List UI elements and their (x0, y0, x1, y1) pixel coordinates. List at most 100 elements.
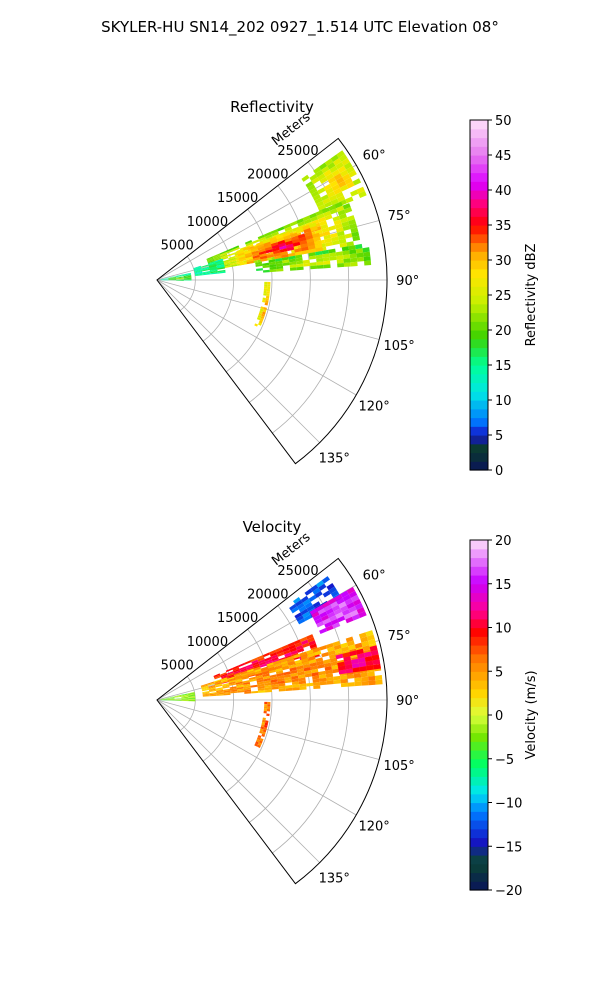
echo-gate (202, 271, 211, 274)
echo-gate (341, 158, 350, 166)
echo-gate (252, 252, 260, 257)
echo-gate (207, 682, 215, 686)
colorbar-band (470, 426, 488, 436)
echo-gate (228, 257, 236, 262)
echo-gate (223, 264, 231, 267)
colorbar-band (470, 557, 488, 567)
echo-gate (309, 262, 317, 267)
echo-gate (264, 302, 269, 306)
echo-gate (268, 666, 276, 672)
echo-gate (259, 253, 267, 258)
echo-gate (306, 649, 314, 655)
echo-gate (333, 644, 342, 651)
echo-gate (216, 691, 224, 694)
colorbar-band (470, 592, 488, 602)
echo-gate (295, 644, 304, 651)
echo-gate (229, 262, 237, 266)
echo-gate (249, 678, 257, 682)
echo-gate (365, 630, 374, 637)
echo-gate (326, 676, 334, 682)
echo-gate (290, 606, 299, 614)
echo-gate (222, 684, 230, 688)
echo-gate (176, 278, 184, 280)
echo-gate (220, 253, 228, 258)
echo-gate (168, 277, 177, 279)
echo-gate (255, 672, 263, 677)
echo-gate (222, 685, 230, 689)
echo-gate (308, 658, 317, 664)
colorbar-band (470, 417, 488, 427)
echo-gate (167, 699, 175, 700)
echo-gate (355, 248, 364, 254)
echo-gate (212, 253, 220, 258)
echo-gate (304, 670, 312, 675)
echo-gate (314, 229, 323, 235)
colorbar-band (470, 828, 488, 839)
echo-gate (297, 233, 306, 239)
colorbar-band (470, 155, 488, 165)
azimuth-tick-label: 105° (383, 759, 414, 774)
echo-gate (208, 262, 217, 266)
echo-gate (265, 300, 269, 304)
echo-gate (312, 678, 320, 683)
echo-gate (277, 680, 286, 685)
range-ring (249, 605, 311, 823)
echo-gate (231, 665, 239, 670)
echo-gate (346, 181, 355, 189)
echo-gate (290, 672, 298, 677)
echo-gate (236, 250, 245, 255)
colorbar-tick-label: −5 (495, 753, 514, 768)
echo-gate (333, 608, 342, 616)
echo-gate (303, 218, 312, 225)
echo-gate (275, 234, 284, 240)
echo-gate (362, 645, 371, 652)
echo-gate (289, 267, 297, 271)
echo-gate (319, 176, 328, 184)
echo-gate (305, 181, 314, 188)
echo-gate (253, 257, 261, 261)
echo-gate (363, 651, 372, 658)
echo-gate (183, 274, 192, 277)
echo-gate (285, 243, 294, 249)
echo-gate (329, 165, 338, 174)
echo-gate (348, 644, 356, 651)
echo-gate (347, 682, 355, 687)
echo-gate (340, 590, 349, 598)
radial-tick-label: 10000 (187, 215, 228, 230)
echo-gate (235, 678, 243, 682)
echo-gate (207, 259, 215, 264)
echo-gate (317, 173, 326, 181)
echo-region (236, 222, 324, 266)
echo-gate (356, 606, 365, 614)
echo-gate (343, 656, 352, 662)
colorbar-tick-label: 45 (495, 149, 512, 164)
echo-gate (273, 252, 282, 257)
echo-gate (258, 250, 267, 255)
echo-gate (264, 689, 273, 693)
echo-gate (317, 664, 325, 669)
echo-gate (176, 279, 184, 280)
echo-gate (318, 162, 328, 170)
echo-gate (176, 277, 184, 279)
echo-gate (167, 696, 175, 698)
echo-gate (276, 265, 284, 270)
echo-gate (181, 695, 189, 697)
echo-gate (181, 694, 189, 697)
echo-gate (296, 218, 304, 224)
echo-gate (294, 642, 303, 648)
echo-gate (208, 685, 216, 688)
echo-gate (312, 601, 321, 609)
echo-gate (325, 173, 334, 181)
echo-gate (285, 684, 293, 689)
echo-gate (275, 263, 283, 267)
echo-gate (271, 244, 280, 250)
azimuth-gridline (156, 279, 357, 396)
echo-gate (181, 697, 189, 699)
echo-gate (322, 590, 331, 598)
echo-gate (335, 653, 344, 660)
echo-gate (286, 246, 295, 252)
echo-gate (282, 665, 290, 671)
echo-gate (265, 249, 274, 254)
echo-gate (183, 276, 192, 278)
echo-gate (333, 158, 342, 166)
